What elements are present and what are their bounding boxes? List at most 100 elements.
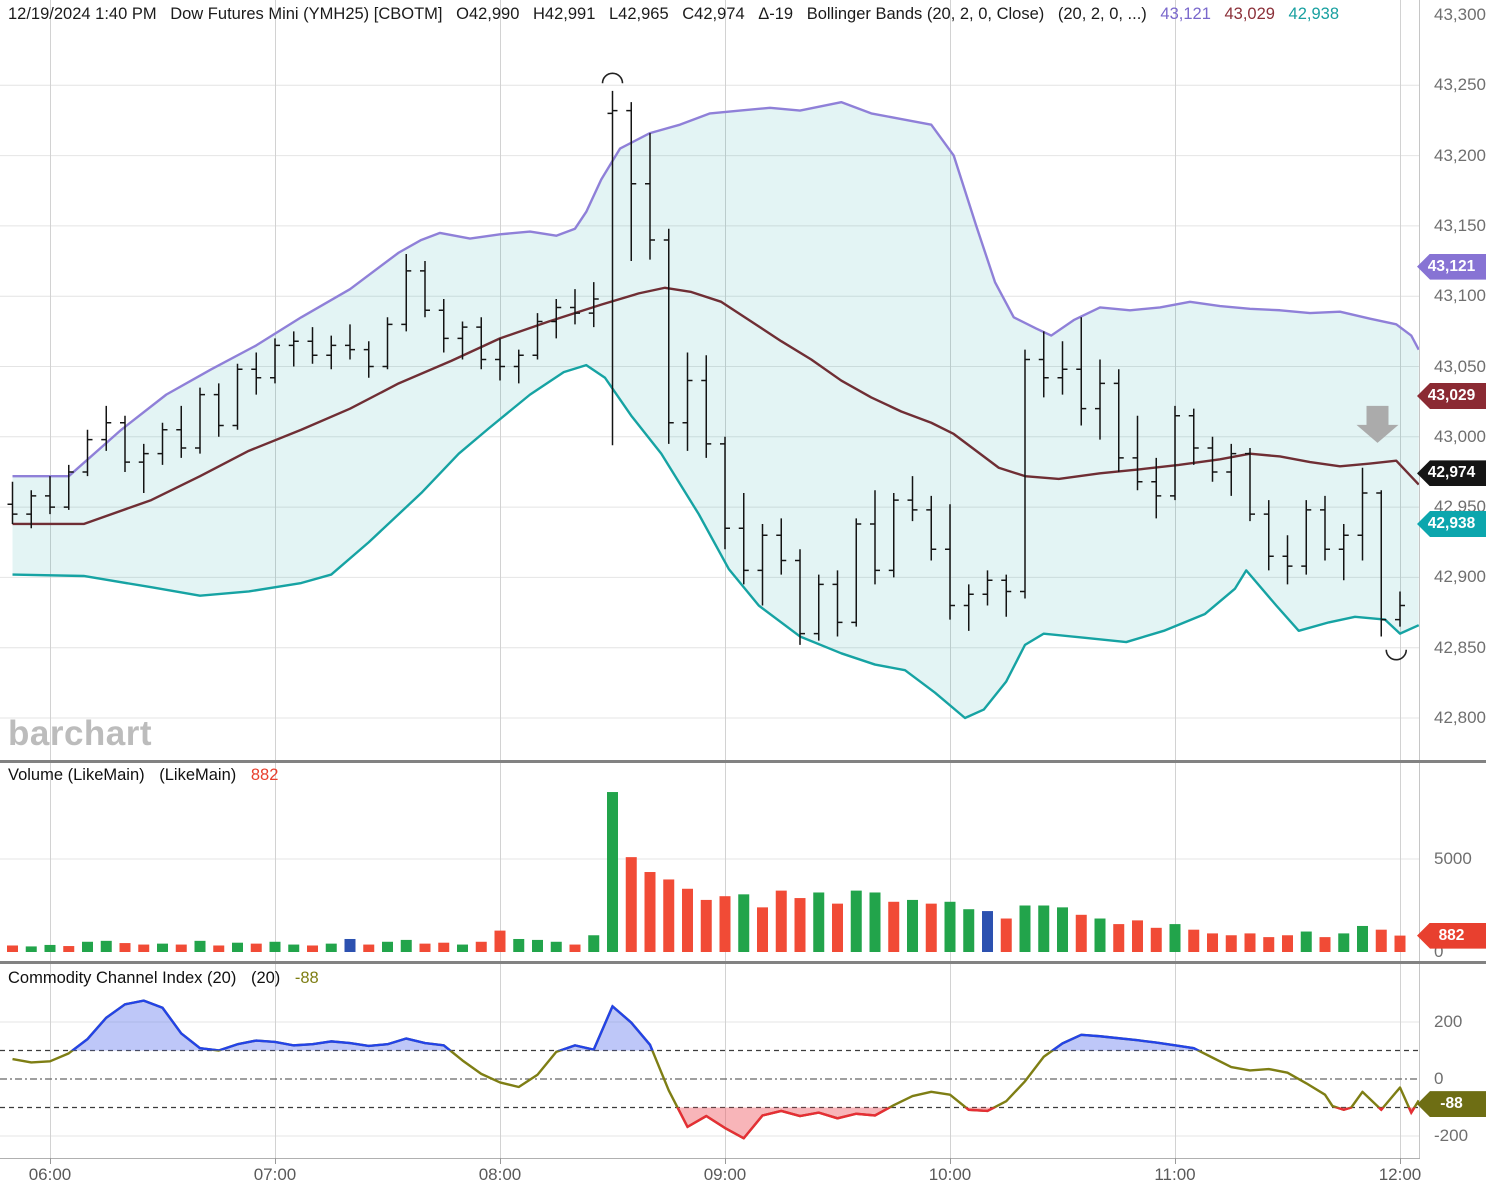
- volume-bar: [850, 890, 862, 952]
- price-badge: 42,974: [1417, 460, 1486, 487]
- volume-bar: [1263, 937, 1275, 952]
- volume-bar: [438, 942, 450, 952]
- volume-bar: [1132, 920, 1143, 952]
- volume-bar: [982, 911, 993, 952]
- barchart-logo: barchart: [8, 714, 153, 753]
- volume-bar: [1188, 929, 1200, 952]
- volume-bar: [925, 903, 937, 952]
- price-axis-label: 42,800: [1434, 708, 1486, 727]
- price-axis-label: 43,150: [1434, 215, 1486, 235]
- volume-bar: [344, 938, 356, 952]
- arc-marker-top: [601, 72, 624, 84]
- cci-current-value: -88: [294, 969, 319, 987]
- title-low: L42,965: [609, 5, 669, 23]
- volume-bar: [7, 945, 18, 952]
- panel-divider[interactable]: [0, 961, 1486, 964]
- cci-line-oversold: [676, 1107, 1416, 1140]
- volume-bar: [963, 909, 975, 952]
- volume-bar: [607, 792, 618, 952]
- volume-bar: [738, 894, 750, 952]
- down-arrow-icon: [1356, 405, 1399, 443]
- title-close: C42,974: [682, 5, 745, 23]
- x-axis-label: 11:00: [1154, 1165, 1196, 1184]
- x-axis-label: 12:00: [1378, 1165, 1422, 1184]
- volume-bar: [269, 941, 281, 952]
- volume-bar: [100, 940, 112, 952]
- price-axis-label: 43,100: [1434, 286, 1486, 306]
- title-bb-middle-value: 43,029: [1224, 5, 1275, 23]
- panel-divider[interactable]: [0, 760, 1486, 763]
- volume-bar: [250, 943, 262, 952]
- title-change: Δ-19: [758, 5, 794, 23]
- volume-bar: [513, 938, 525, 952]
- volume-bar: [25, 946, 37, 952]
- ohlc-bars: [7, 90, 1405, 645]
- volume-bar: [382, 941, 393, 952]
- volume-bar: [625, 857, 637, 952]
- cci-oversold-fill: [12, 1107, 1419, 1139]
- chart-title-bar: 12/19/2024 1:40 PM Dow Futures Mini (YMH…: [8, 5, 1348, 24]
- volume-study-params: (LikeMain): [159, 766, 237, 784]
- cci-axis-label: 200: [1434, 1012, 1463, 1031]
- volume-bar: [532, 939, 543, 952]
- bollinger_lower-line: [12, 363, 1420, 720]
- volume-bar: [1000, 918, 1012, 952]
- volume-bar: [475, 941, 487, 952]
- volume-bar: [82, 941, 93, 952]
- title-study: Bollinger Bands (20, 2, 0, Close): [806, 5, 1045, 23]
- price-axis-label: 43,250: [1434, 75, 1486, 95]
- price-axis-label: 43,050: [1434, 356, 1486, 376]
- volume-bar: [363, 944, 375, 952]
- x-axis-label: 09:00: [703, 1165, 747, 1184]
- price-axis-label: 43,300: [1434, 5, 1486, 24]
- volume-bar: [1113, 924, 1125, 952]
- axis-border: [1419, 0, 1420, 1158]
- volume-bar: [288, 944, 300, 952]
- volume-bar: [1169, 924, 1181, 952]
- volume-bar: [869, 892, 881, 952]
- volume-bar: [44, 944, 56, 952]
- price-badge: 42,938: [1417, 510, 1486, 537]
- cci-panel-label: Commodity Channel Index (20) (20) -88: [8, 969, 329, 988]
- volume-bar: [1038, 905, 1050, 952]
- bollinger_middle-line: [12, 286, 1420, 526]
- volume-bar: [813, 892, 825, 952]
- cci-overbought-fill: [12, 1000, 1419, 1051]
- price-badge: 43,121: [1417, 253, 1486, 280]
- volume-bar: [157, 943, 168, 952]
- volume-bar: [1019, 905, 1031, 952]
- volume-bar: [663, 879, 675, 952]
- chart-plot-area[interactable]: [0, 0, 1420, 1166]
- volume-bar: [1300, 931, 1312, 952]
- title-bb-lower-value: 42,938: [1288, 5, 1339, 23]
- title-symbol: Dow Futures Mini (YMH25) [CBOTM]: [170, 5, 443, 23]
- volume-bar: [888, 901, 900, 952]
- volume-bar: [907, 899, 918, 952]
- x-axis-label: 06:00: [28, 1165, 72, 1184]
- volume-bar: [119, 943, 131, 952]
- volume-bar: [232, 942, 243, 952]
- volume-bar: [1094, 918, 1106, 952]
- volume-bar: [1319, 937, 1331, 952]
- volume-bar: [175, 944, 187, 952]
- volume-badge: 882: [1417, 922, 1486, 949]
- cci-line-overbought: [70, 999, 1201, 1051]
- volume-bar: [719, 896, 731, 952]
- price-axis-label: 42,850: [1434, 637, 1486, 657]
- bollinger_upper-line: [12, 100, 1420, 478]
- x-axis-label: 08:00: [478, 1165, 522, 1184]
- volume-bar: [307, 945, 318, 952]
- volume-bar: [1394, 935, 1406, 952]
- volume-bar: [1225, 935, 1237, 952]
- price-axis-label: 42,900: [1434, 567, 1486, 587]
- volume-bar: [700, 899, 712, 952]
- volume-bar: [794, 898, 806, 952]
- volume-bar: [682, 888, 693, 952]
- volume-bar: [1338, 933, 1350, 952]
- volume-bar: [419, 943, 431, 952]
- volume-bar: [1357, 925, 1368, 952]
- volume-bar: [569, 944, 581, 952]
- cci-study-name: Commodity Channel Index (20): [8, 969, 237, 987]
- volume-axis-label: 5000: [1434, 849, 1472, 868]
